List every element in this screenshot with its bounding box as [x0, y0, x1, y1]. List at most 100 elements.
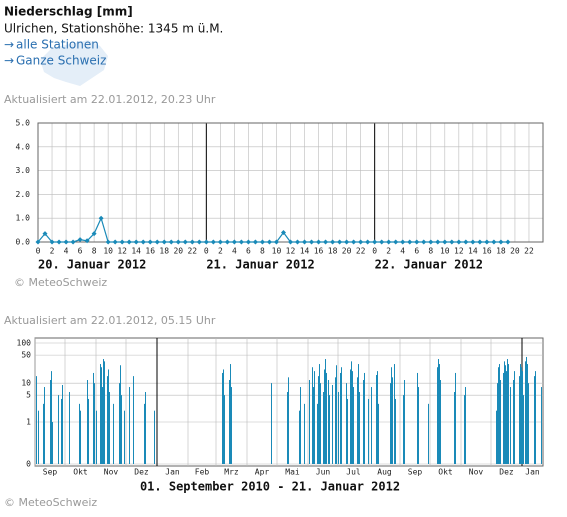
point	[309, 239, 315, 245]
x-tick-label: 10	[103, 247, 113, 256]
bar	[357, 377, 358, 464]
x-tick-label: 4	[400, 247, 405, 256]
point	[245, 239, 251, 245]
bar	[229, 380, 230, 464]
point	[351, 239, 357, 245]
point	[182, 239, 188, 245]
bar	[271, 383, 272, 464]
bar	[377, 371, 378, 464]
bar	[69, 392, 70, 464]
bar	[394, 364, 395, 464]
bar	[80, 410, 81, 464]
bar	[102, 387, 103, 464]
x-tick-label: Dez	[499, 468, 514, 477]
bar	[404, 380, 405, 464]
point	[498, 239, 504, 245]
x-tick-label: Dez	[134, 468, 149, 477]
point	[196, 239, 202, 245]
x-tick-label: 20	[173, 247, 183, 256]
credit: © MeteoSchweiz	[4, 496, 97, 509]
bar	[350, 369, 351, 464]
bar	[392, 377, 393, 464]
bar	[359, 392, 360, 464]
y-tick-label: 100	[17, 339, 32, 348]
bar	[287, 392, 288, 464]
x-tick-label: 8	[92, 247, 97, 256]
bar	[338, 392, 339, 464]
x-tick-label: 6	[414, 247, 419, 256]
updated: Aktualisiert am 22.01.2012, 20.23 Uhr	[4, 93, 216, 106]
bar	[230, 364, 231, 464]
bar	[104, 361, 105, 464]
bar	[320, 383, 321, 464]
point	[70, 239, 76, 245]
x-tick-label: Aug	[377, 468, 392, 477]
bar	[505, 365, 506, 464]
point	[42, 231, 48, 237]
bar	[496, 410, 497, 464]
point	[84, 238, 90, 244]
bar	[508, 364, 509, 464]
bar	[324, 369, 325, 464]
x-tick-label: 8	[428, 247, 433, 256]
link[interactable]: Ganze Schweiz	[16, 54, 106, 68]
point	[259, 239, 265, 245]
point	[463, 239, 469, 245]
point	[428, 239, 434, 245]
point	[470, 239, 476, 245]
x-tick-label: Jan	[165, 468, 180, 477]
bar	[403, 395, 404, 464]
y-tick-label: 4.0	[16, 142, 31, 151]
x-tick-label: 18	[159, 247, 169, 256]
bar	[535, 371, 536, 464]
point	[302, 239, 308, 245]
point	[442, 239, 448, 245]
point	[372, 239, 378, 245]
point	[175, 239, 181, 245]
point	[231, 239, 237, 245]
point	[477, 239, 483, 245]
bar	[340, 372, 341, 464]
title: Niederschlag [mm]	[4, 5, 133, 19]
link[interactable]: alle Stationen	[16, 38, 99, 52]
point	[295, 239, 301, 245]
x-tick-label: 12	[117, 247, 127, 256]
point	[484, 239, 490, 245]
day-label: 20. Januar 2012	[38, 258, 146, 272]
bar	[88, 398, 89, 464]
point	[189, 239, 195, 245]
bar	[455, 372, 456, 464]
x-tick-label: 20	[342, 247, 352, 256]
x-tick-label: 12	[454, 247, 464, 256]
bar	[87, 380, 88, 464]
bar	[124, 410, 125, 464]
bar	[395, 398, 396, 464]
point	[140, 239, 146, 245]
point	[449, 239, 455, 245]
bar	[522, 371, 523, 464]
y-tick-label: 5.0	[16, 119, 31, 128]
link-arrow: →	[4, 54, 14, 68]
x-tick-label: Jul	[346, 468, 361, 477]
updated: Aktualisiert am 22.01.2012, 05.15 Uhr	[4, 314, 216, 327]
point	[63, 239, 69, 245]
x-tick-label: Okt	[438, 468, 453, 477]
bar	[528, 383, 529, 464]
point	[273, 239, 279, 245]
bar	[525, 361, 526, 464]
bar	[318, 376, 319, 464]
bar	[101, 367, 102, 464]
y-tick-label: 1.0	[16, 214, 31, 223]
x-tick-label: 14	[131, 247, 141, 256]
bar	[417, 372, 418, 464]
point	[161, 239, 167, 245]
x-tick-label: 18	[328, 247, 338, 256]
bar	[437, 367, 438, 464]
x-tick-label: Jun	[316, 468, 331, 477]
bar	[364, 372, 365, 464]
bar	[376, 375, 377, 464]
x-tick-label: 6	[78, 247, 83, 256]
bar	[79, 403, 80, 464]
x-tick-label: Feb	[195, 468, 210, 477]
bar	[120, 365, 121, 464]
